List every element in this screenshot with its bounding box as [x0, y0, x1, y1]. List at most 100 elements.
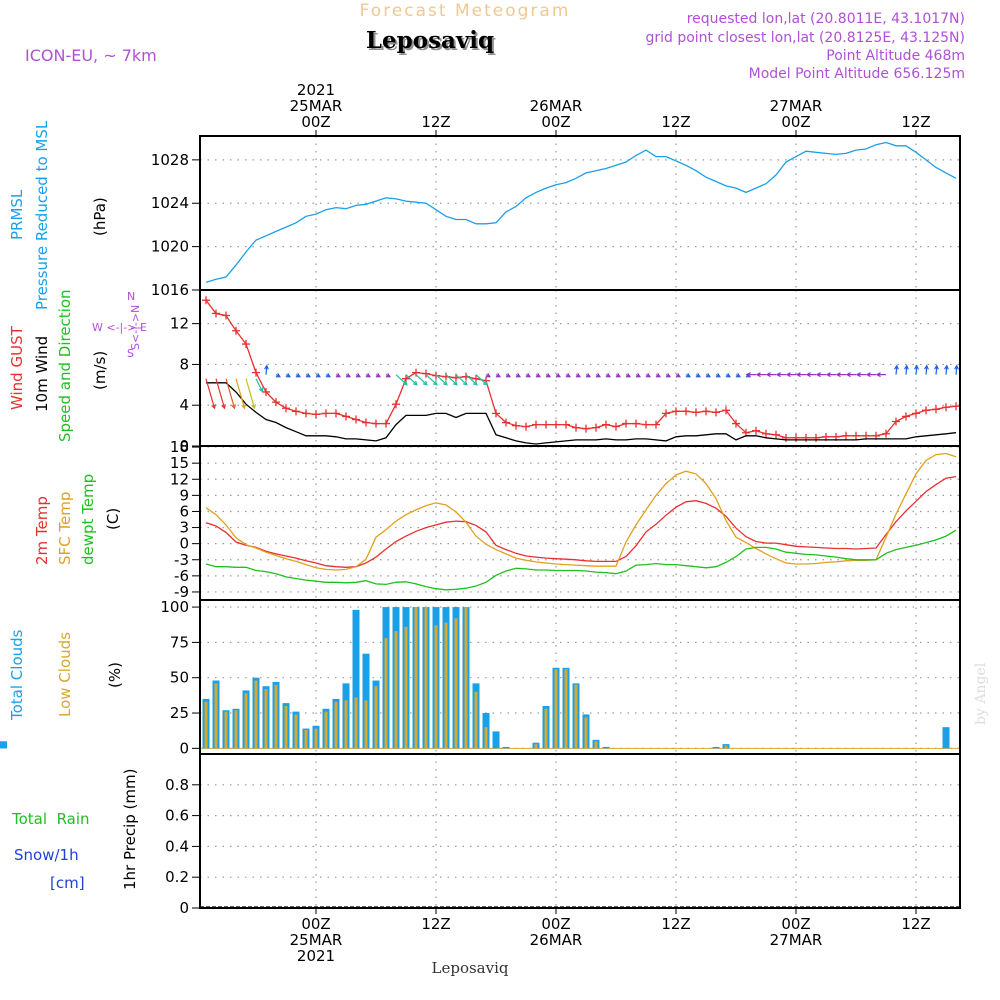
wind-arrow-head: [375, 373, 381, 378]
gust-marker: [242, 340, 250, 349]
gust-marker: [252, 368, 260, 377]
product-title: Forecast Meteogram: [360, 1, 571, 21]
wind-arrow: [955, 365, 958, 375]
signature: by Angel: [973, 662, 989, 725]
wind-arrow-head: [285, 373, 291, 378]
compass-we: W <-|-> E: [92, 321, 147, 334]
low-cloud-bar: [214, 683, 218, 749]
gust-marker: [892, 417, 900, 426]
low-cloud-bar: [244, 693, 248, 749]
low-cloud-bar: [424, 607, 428, 749]
y-tick-label: 8: [179, 355, 189, 373]
panel-frame: [199, 445, 961, 601]
wind-arrow-head: [505, 373, 511, 378]
gust-marker: [852, 431, 860, 440]
gust-marker: [752, 426, 760, 435]
gust-marker: [392, 400, 400, 409]
wind-arrow-head: [855, 372, 861, 378]
wind-arrow: [205, 378, 216, 409]
low-cloud-bar: [484, 727, 488, 749]
gust-marker: [302, 409, 310, 418]
p4-unit: (%): [106, 662, 124, 688]
low-cloud-bar: [294, 714, 298, 749]
low-cloud-bar: [324, 711, 328, 749]
gust-marker: [382, 419, 390, 428]
low-cloud-bar: [454, 618, 458, 749]
model-label: ICON-EU, ~ 7km: [25, 46, 157, 65]
compass-sn: S<-|->N: [129, 305, 142, 350]
series-line-10m-wind: [206, 382, 957, 445]
wind-arrow-head: [755, 372, 761, 378]
gust-marker: [352, 415, 360, 424]
y-tick-label: 75: [170, 633, 189, 651]
low-cloud-bar: [474, 691, 478, 749]
gust-marker: [672, 407, 680, 416]
time-label-bottom: 00Z: [781, 915, 810, 933]
wind-arrow-head: [825, 372, 831, 378]
wind-arrow: [925, 365, 928, 375]
wind-arrow: [265, 365, 268, 375]
gust-marker: [942, 403, 950, 412]
low-cloud-bar: [354, 697, 358, 749]
wind-arrow-head: [585, 373, 591, 378]
wind-arrow-head: [535, 373, 541, 378]
wind-arrow: [455, 374, 468, 386]
time-label-bottom: 26MAR: [530, 931, 583, 949]
low-cloud-bar: [584, 717, 588, 749]
gust-marker: [532, 420, 540, 429]
wind-arrow-head: [725, 373, 731, 378]
y-tick-label: 12: [170, 470, 189, 488]
low-cloud-bar: [404, 626, 408, 749]
time-label-top: 12Z: [901, 113, 930, 131]
wind-arrow-head: [525, 373, 531, 378]
gust-marker: [592, 423, 600, 432]
low-cloud-bar: [204, 701, 208, 749]
wind-arrow-head: [715, 373, 721, 378]
wind-arrow-head: [305, 373, 311, 378]
gust-marker: [512, 421, 520, 430]
gust-marker: [422, 369, 430, 378]
wind-arrow-head: [625, 373, 631, 378]
p1-unit: (hPa): [91, 197, 109, 236]
wind-arrow: [255, 378, 263, 392]
time-label-bottom: 2021: [297, 947, 335, 965]
wind-arrow-head: [355, 373, 361, 378]
y-tick-label: 4: [179, 396, 189, 414]
panel-frame: [199, 135, 961, 291]
wind-arrow-head: [385, 373, 391, 378]
gust-marker: [572, 423, 580, 432]
wind-arrow-head: [345, 373, 351, 378]
footer-location: Leposaviq: [432, 959, 509, 977]
y-tick-label: 0: [179, 437, 189, 455]
wind-arrow-head: [595, 373, 601, 378]
wind-arrow: [905, 365, 908, 375]
gust-marker: [582, 424, 590, 433]
gust-marker: [202, 296, 210, 305]
y-tick-label: 0: [179, 535, 189, 553]
wind-arrow-head: [221, 404, 226, 410]
wind-arrow-head: [258, 387, 264, 393]
wind-arrow-head: [482, 380, 488, 386]
wind-arrow-head: [295, 373, 301, 378]
gust-marker: [772, 430, 780, 439]
y-tick-label: 50: [170, 669, 189, 687]
time-label-bottom: 00Z: [541, 915, 570, 933]
gust-marker: [602, 420, 610, 429]
y-tick-label: 1024: [151, 194, 189, 212]
p2-label-b: 10m Wind: [33, 336, 51, 412]
p5-label-b: Snow/1h: [14, 846, 79, 864]
y-tick-label: -3: [174, 551, 189, 569]
time-label-top: 00Z: [301, 113, 330, 131]
gust-marker: [262, 387, 270, 396]
gust-marker: [902, 412, 910, 421]
wind-arrow-head: [315, 373, 321, 378]
wind-arrow-head: [615, 373, 621, 378]
y-tick-label: 1020: [151, 238, 189, 256]
wind-arrow-head: [241, 404, 246, 410]
y-tick-label: 9: [179, 486, 189, 504]
wind-arrow-head: [795, 372, 801, 378]
wind-arrow-head: [785, 372, 791, 378]
time-label-top: 26MAR: [530, 97, 583, 115]
y-tick-label: 18: [170, 438, 189, 456]
gust-marker: [322, 409, 330, 418]
